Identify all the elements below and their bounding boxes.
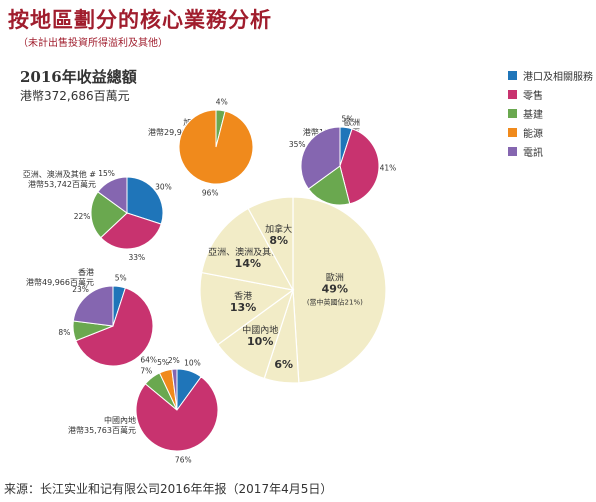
pie-canada-pct-energy: 96%	[202, 189, 219, 198]
pie-canada-slice-energy	[179, 110, 253, 184]
pie-hongkong-pct-telecom: 23%	[72, 285, 89, 294]
total-pie-label-5-1: 8%	[269, 234, 288, 247]
source-note: 来源：长江实业和记有限公司2016年年报（2017年4月5日）	[4, 480, 332, 497]
total-pie-label-0-1: 49%	[322, 283, 348, 296]
pie-mainland-pct-retail: 76%	[175, 456, 192, 465]
pie-europe-pct-retail: 41%	[380, 164, 397, 173]
total-pie-label-0-2: (當中英國佔21%)	[307, 298, 363, 307]
pie-asia-pct-infrastructure: 22%	[74, 212, 91, 221]
pie-asia-pct-ports: 30%	[155, 183, 172, 192]
pie-europe-pct-telecom: 35%	[289, 140, 306, 149]
pie-asia-pct-telecom: 15%	[98, 169, 115, 178]
total-pie-label-3-1: 13%	[230, 301, 256, 314]
pie-hongkong-pct-infrastructure: 8%	[58, 328, 70, 337]
pie-asia-pct-retail: 33%	[128, 253, 145, 262]
pie-mainland-pct-telecom: 2%	[168, 356, 180, 365]
pie-hongkong-pct-ports: 5%	[115, 274, 127, 283]
pie-canada-pct-infrastructure: 4%	[216, 97, 228, 106]
total-pie-label-4-1: 14%	[235, 257, 261, 270]
total-pie-label-2-1: 10%	[247, 335, 273, 348]
pie-hongkong-pct-retail: 64%	[140, 356, 157, 365]
total-pie-label-1-0: 6%	[274, 358, 293, 371]
pie-europe-pct-ports: 5%	[342, 115, 354, 124]
pie-mainland-pct-ports: 10%	[184, 358, 201, 367]
pie-mainland-pct-infrastructure: 7%	[140, 366, 152, 375]
